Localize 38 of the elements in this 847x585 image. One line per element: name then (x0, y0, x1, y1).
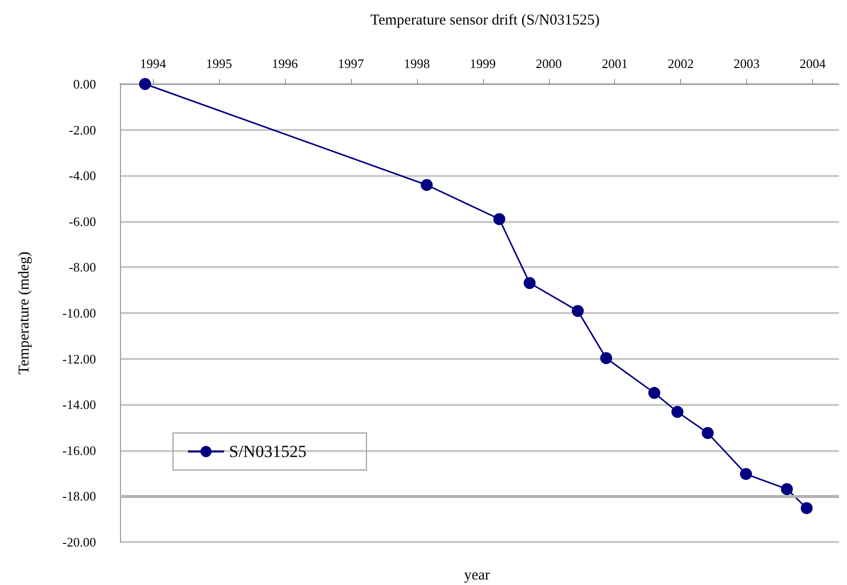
x-tick-label: 2003 (734, 56, 760, 71)
point (493, 213, 506, 226)
point (524, 277, 536, 289)
y-tick-label: -8.00 (68, 260, 96, 275)
chart-title: Temperature sensor drift (S/N031525) (370, 12, 600, 28)
y-tick-label: -2.00 (68, 122, 96, 138)
x-tick-label: 1995 (206, 56, 232, 71)
y-tick-label: -18.00 (62, 488, 96, 504)
point (702, 427, 714, 439)
x-tick-label: 1996 (272, 56, 298, 71)
y-tick-label: -4.00 (68, 168, 96, 184)
point (139, 78, 152, 90)
y-tick-label: 0.00 (73, 76, 96, 92)
x-tick-label: 2001 (602, 56, 628, 71)
x-tick-label: 2004 (800, 56, 826, 71)
y-tick-label: -16.00 (62, 442, 96, 458)
y-tick-label: -20.00 (62, 534, 96, 550)
y-tick-label: -10.00 (62, 306, 96, 320)
y-tick-label: -6.00 (68, 214, 96, 229)
x-tick-label: 1999 (470, 56, 496, 71)
x-axis-title: year (464, 568, 490, 584)
x-tick-label: 2002 (668, 56, 694, 71)
point (420, 178, 433, 191)
x-tick-label: 2000 (536, 56, 562, 71)
y-axis-title: Temperature (mdeg) (16, 252, 32, 374)
point (572, 304, 584, 317)
y-tick-label: -14.00 (62, 397, 96, 412)
point (648, 386, 660, 399)
point (740, 468, 752, 480)
point (780, 483, 793, 496)
x-tick-label: 1998 (404, 56, 430, 71)
legend-label: S/N031525 (229, 442, 306, 461)
x-tick-label: 1994 (140, 56, 166, 71)
y-tick-label: -12.00 (62, 351, 96, 366)
point (671, 406, 684, 418)
point (600, 352, 612, 364)
x-tick-label: 1997 (338, 56, 364, 71)
point (800, 502, 813, 514)
